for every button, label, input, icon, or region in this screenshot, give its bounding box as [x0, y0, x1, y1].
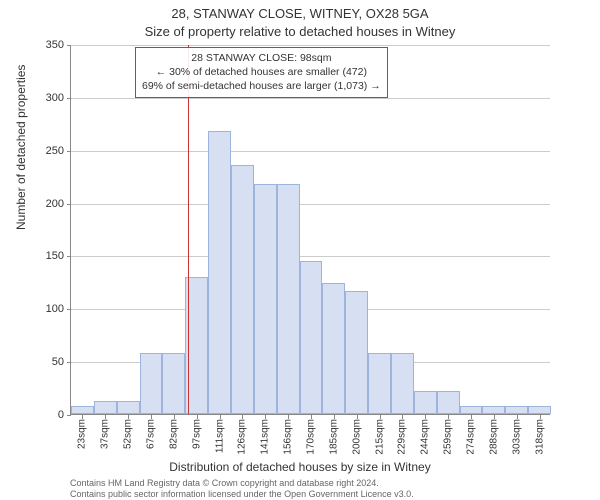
- histogram-bar: [391, 353, 414, 414]
- xtick-label: 274sqm: [466, 419, 477, 455]
- ytick-label: 0: [24, 409, 64, 421]
- gridline: [71, 256, 550, 257]
- histogram-bar: [368, 353, 391, 414]
- histogram-bar: [414, 391, 437, 414]
- xtick-label: 156sqm: [283, 419, 294, 455]
- title-main: 28, STANWAY CLOSE, WITNEY, OX28 5GA: [0, 6, 600, 21]
- histogram-bar: [185, 277, 208, 414]
- histogram-bar: [254, 184, 277, 414]
- ytick-label: 50: [24, 356, 64, 368]
- title-sub: Size of property relative to detached ho…: [0, 24, 600, 39]
- histogram-bar: [528, 406, 551, 414]
- xtick-label: 111sqm: [214, 419, 225, 453]
- xtick-label: 82sqm: [168, 419, 179, 449]
- gridline: [71, 45, 550, 46]
- property-marker-line: [188, 45, 189, 414]
- gridline: [71, 98, 550, 99]
- histogram-bar: [277, 184, 300, 414]
- xtick-label: 141sqm: [260, 419, 271, 455]
- ytick-label: 350: [24, 39, 64, 51]
- ytick-label: 200: [24, 198, 64, 210]
- histogram-bar: [71, 406, 94, 414]
- histogram-bar: [231, 165, 254, 414]
- histogram-bar: [94, 401, 117, 414]
- ytick-label: 100: [24, 303, 64, 315]
- chart-container: 28, STANWAY CLOSE, WITNEY, OX28 5GA Size…: [0, 0, 600, 500]
- chart-area: 23sqm37sqm52sqm67sqm82sqm97sqm111sqm126s…: [70, 45, 550, 415]
- xtick-label: 229sqm: [397, 419, 408, 455]
- histogram-bar: [140, 353, 163, 414]
- xtick-label: 37sqm: [100, 419, 111, 449]
- plot-region: 23sqm37sqm52sqm67sqm82sqm97sqm111sqm126s…: [70, 45, 550, 415]
- ytick-label: 300: [24, 92, 64, 104]
- annotation-line3: 69% of semi-detached houses are larger (…: [142, 79, 381, 93]
- attribution: Contains HM Land Registry data © Crown c…: [70, 478, 414, 500]
- ytick-mark: [67, 98, 71, 99]
- histogram-bar: [300, 261, 323, 414]
- ytick-label: 250: [24, 145, 64, 157]
- ytick-mark: [67, 309, 71, 310]
- x-axis-label: Distribution of detached houses by size …: [0, 460, 600, 474]
- histogram-bar: [505, 406, 528, 414]
- xtick-label: 97sqm: [191, 419, 202, 449]
- histogram-bar: [437, 391, 460, 414]
- ytick-mark: [67, 151, 71, 152]
- xtick-label: 259sqm: [443, 419, 454, 455]
- xtick-label: 52sqm: [123, 419, 134, 449]
- histogram-bar: [482, 406, 505, 414]
- attribution-line1: Contains HM Land Registry data © Crown c…: [70, 478, 414, 489]
- annotation-line2: ← 30% of detached houses are smaller (47…: [142, 65, 381, 79]
- ytick-mark: [67, 256, 71, 257]
- ytick-label: 150: [24, 250, 64, 262]
- gridline: [71, 151, 550, 152]
- annotation-line1: 28 STANWAY CLOSE: 98sqm: [142, 51, 381, 65]
- histogram-bar: [460, 406, 483, 414]
- ytick-mark: [67, 45, 71, 46]
- xtick-label: 23sqm: [77, 419, 88, 449]
- xtick-label: 244sqm: [420, 419, 431, 455]
- histogram-bar: [117, 401, 140, 414]
- ytick-mark: [67, 415, 71, 416]
- xtick-label: 288sqm: [488, 419, 499, 455]
- gridline: [71, 204, 550, 205]
- annotation-box: 28 STANWAY CLOSE: 98sqm← 30% of detached…: [135, 47, 388, 98]
- xtick-label: 215sqm: [374, 419, 385, 455]
- ytick-mark: [67, 204, 71, 205]
- histogram-bar: [208, 131, 231, 414]
- xtick-label: 318sqm: [534, 419, 545, 455]
- xtick-label: 303sqm: [511, 419, 522, 455]
- ytick-mark: [67, 362, 71, 363]
- histogram-bar: [162, 353, 185, 414]
- histogram-bar: [345, 291, 368, 414]
- attribution-line2: Contains public sector information licen…: [70, 489, 414, 500]
- xtick-label: 67sqm: [146, 419, 157, 449]
- xtick-label: 170sqm: [306, 419, 317, 455]
- xtick-label: 126sqm: [237, 419, 248, 455]
- xtick-label: 185sqm: [328, 419, 339, 455]
- histogram-bar: [322, 283, 345, 414]
- xtick-label: 200sqm: [351, 419, 362, 455]
